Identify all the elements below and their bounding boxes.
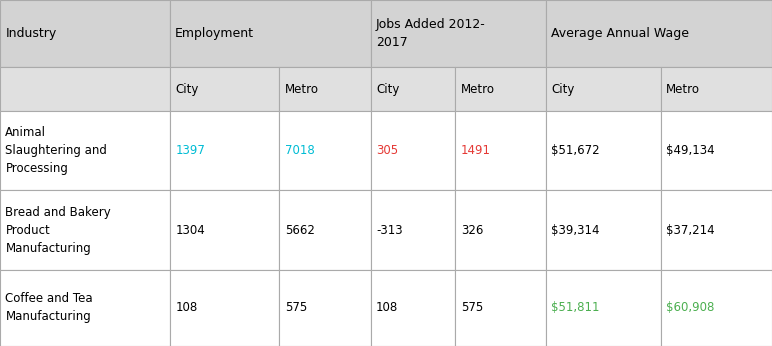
Bar xyxy=(279,270,371,346)
Text: Industry: Industry xyxy=(5,27,56,40)
Bar xyxy=(546,67,661,111)
Text: 326: 326 xyxy=(461,224,483,237)
Text: Metro: Metro xyxy=(666,83,700,95)
Text: $51,672: $51,672 xyxy=(551,144,600,157)
Bar xyxy=(170,67,279,111)
Text: 1397: 1397 xyxy=(175,144,205,157)
Bar xyxy=(546,270,661,346)
Bar xyxy=(371,270,455,346)
Text: Animal
Slaughtering and
Processing: Animal Slaughtering and Processing xyxy=(5,126,107,175)
Text: $39,314: $39,314 xyxy=(551,224,600,237)
Text: 7018: 7018 xyxy=(285,144,315,157)
Text: 108: 108 xyxy=(175,301,198,315)
Text: 108: 108 xyxy=(376,301,398,315)
Bar xyxy=(371,190,455,270)
Text: 1304: 1304 xyxy=(175,224,205,237)
Text: $49,134: $49,134 xyxy=(666,144,715,157)
Text: City: City xyxy=(376,83,399,95)
Text: 575: 575 xyxy=(285,301,307,315)
Bar xyxy=(661,270,772,346)
Bar xyxy=(0,67,170,111)
Bar xyxy=(371,111,455,190)
Bar xyxy=(661,111,772,190)
Bar xyxy=(279,111,371,190)
Bar xyxy=(170,111,279,190)
Text: Jobs Added 2012-
2017: Jobs Added 2012- 2017 xyxy=(376,18,486,49)
Text: Metro: Metro xyxy=(461,83,495,95)
Text: Coffee and Tea
Manufacturing: Coffee and Tea Manufacturing xyxy=(5,292,93,324)
Text: 575: 575 xyxy=(461,301,483,315)
Bar xyxy=(455,190,546,270)
Bar xyxy=(661,190,772,270)
Text: $60,908: $60,908 xyxy=(666,301,715,315)
Text: $37,214: $37,214 xyxy=(666,224,715,237)
Bar xyxy=(0,111,170,190)
Bar xyxy=(546,190,661,270)
Text: Metro: Metro xyxy=(285,83,319,95)
Text: City: City xyxy=(175,83,198,95)
Bar xyxy=(279,67,371,111)
Bar xyxy=(170,270,279,346)
Text: -313: -313 xyxy=(376,224,402,237)
Bar xyxy=(455,67,546,111)
Text: Bread and Bakery
Product
Manufacturing: Bread and Bakery Product Manufacturing xyxy=(5,206,111,255)
Bar xyxy=(455,270,546,346)
Text: 1491: 1491 xyxy=(461,144,491,157)
Bar xyxy=(0,190,170,270)
Text: 5662: 5662 xyxy=(285,224,315,237)
Bar xyxy=(455,111,546,190)
Bar xyxy=(661,67,772,111)
Text: City: City xyxy=(551,83,574,95)
Text: $51,811: $51,811 xyxy=(551,301,600,315)
Bar xyxy=(371,0,546,67)
Bar xyxy=(170,0,371,67)
Text: Employment: Employment xyxy=(175,27,254,40)
Bar xyxy=(0,0,170,67)
Bar xyxy=(546,0,772,67)
Bar xyxy=(279,190,371,270)
Bar xyxy=(0,270,170,346)
Text: Average Annual Wage: Average Annual Wage xyxy=(551,27,689,40)
Bar xyxy=(170,190,279,270)
Bar xyxy=(546,111,661,190)
Bar xyxy=(371,67,455,111)
Text: 305: 305 xyxy=(376,144,398,157)
